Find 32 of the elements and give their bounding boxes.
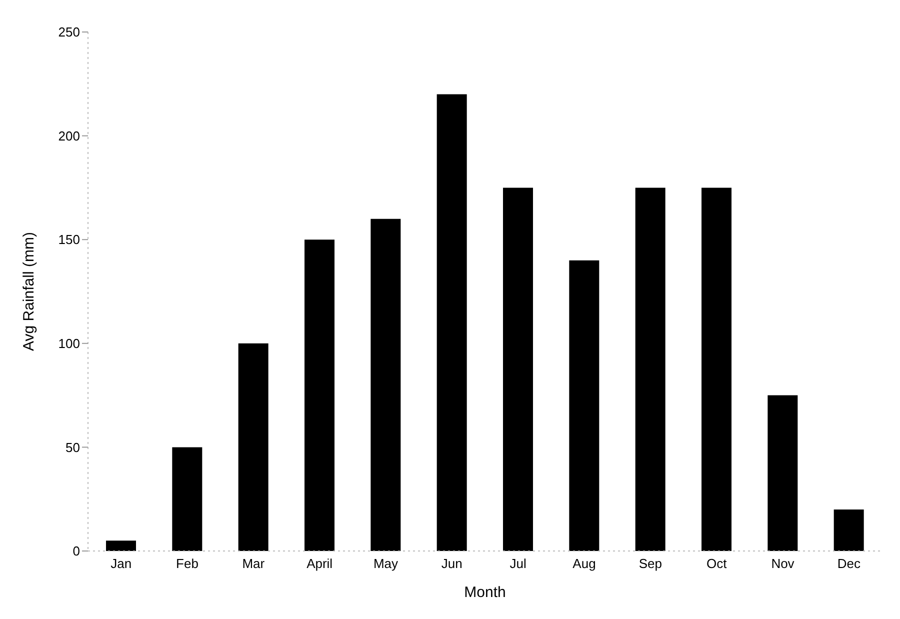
y-axis-title: Avg Rainfall (mm) — [20, 232, 38, 351]
x-tick-label: Oct — [706, 556, 728, 572]
bar — [503, 188, 533, 551]
y-tick-label: 250 — [58, 24, 80, 40]
y-tick-label: 150 — [58, 232, 80, 248]
bar — [238, 343, 268, 551]
bar — [569, 260, 600, 551]
x-tick-label: Mar — [242, 556, 266, 572]
bar — [834, 509, 864, 551]
bar — [370, 218, 401, 551]
bar — [172, 447, 202, 551]
x-tick-label: Aug — [572, 556, 596, 572]
bar — [702, 188, 732, 551]
x-tick-label: Sep — [638, 556, 662, 572]
bar — [436, 94, 467, 551]
x-tick-label: Feb — [176, 556, 198, 572]
bar — [304, 240, 334, 551]
y-tick-label: 0 — [72, 544, 80, 559]
bar — [768, 395, 798, 551]
y-tick-label: 50 — [66, 440, 80, 455]
y-tick-label: 200 — [58, 128, 80, 144]
y-tick-label: 100 — [58, 336, 80, 352]
bar — [106, 540, 136, 551]
bar — [635, 188, 666, 551]
x-tick-label: Dec — [837, 556, 861, 572]
x-tick-label: Nov — [771, 556, 795, 572]
x-tick-label: April — [306, 556, 333, 572]
x-tick-label: May — [373, 556, 399, 572]
x-tick-label: Jun — [441, 556, 462, 572]
x-tick-label: Jul — [510, 556, 526, 572]
x-tick-label: Jan — [110, 556, 132, 572]
x-axis-title: Month — [464, 584, 506, 601]
